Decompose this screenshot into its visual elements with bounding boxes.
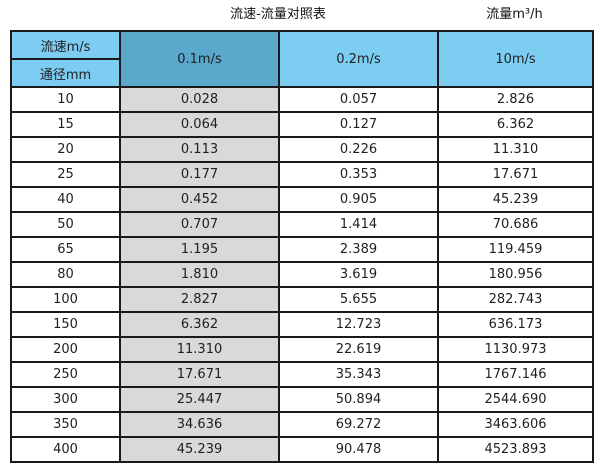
title-bar: 流速-流量对照表 流量m³/h: [0, 0, 600, 30]
diameter-cell: 150: [10, 311, 121, 338]
flow-value-10ms: 45.239: [437, 186, 594, 213]
header-velocity-label: 流速m/s: [10, 30, 121, 60]
table-row: 15 0.064 0.127 6.362: [10, 111, 594, 138]
table-row: 50 0.707 1.414 70.686: [10, 211, 594, 238]
flow-value-10ms: 11.310: [437, 136, 594, 163]
flow-value-10ms: 2.826: [437, 86, 594, 113]
flow-value-0-2ms: 12.723: [278, 311, 439, 338]
flow-value-0-2ms: 0.905: [278, 186, 439, 213]
flow-value-0-1ms: 0.064: [119, 111, 280, 138]
flow-value-10ms: 3463.606: [437, 411, 594, 438]
flow-value-0-1ms: 1.810: [119, 261, 280, 288]
flow-value-10ms: 180.956: [437, 261, 594, 288]
flow-unit-label: 流量m³/h: [486, 7, 543, 22]
table-row: 350 34.636 69.272 3463.606: [10, 411, 594, 438]
flow-value-0-1ms: 2.827: [119, 286, 280, 313]
table-row: 300 25.447 50.894 2544.690: [10, 386, 594, 413]
table-row: 65 1.195 2.389 119.459: [10, 236, 594, 263]
table-row: 10 0.028 0.057 2.826: [10, 86, 594, 113]
table-body: 10 0.028 0.057 2.826 15 0.064 0.127 6.362 20 0.11…: [10, 86, 594, 463]
flow-value-10ms: 2544.690: [437, 386, 594, 413]
flow-value-10ms: 119.459: [437, 236, 594, 263]
diameter-cell: 15: [10, 111, 121, 138]
flow-value-0-1ms: 6.362: [119, 311, 280, 338]
flow-value-0-2ms: 0.057: [278, 86, 439, 113]
table-title: 流速-流量对照表: [230, 7, 326, 22]
flow-value-10ms: 1130.973: [437, 336, 594, 363]
table-row: 25 0.177 0.353 17.671: [10, 161, 594, 188]
table-row: 200 11.310 22.619 1130.973: [10, 336, 594, 363]
diameter-cell: 40: [10, 186, 121, 213]
flow-value-0-2ms: 90.478: [278, 436, 439, 463]
flow-value-0-2ms: 35.343: [278, 361, 439, 388]
flow-value-0-1ms: 45.239: [119, 436, 280, 463]
flow-value-0-1ms: 1.195: [119, 236, 280, 263]
flow-value-0-1ms: 0.707: [119, 211, 280, 238]
diameter-cell: 350: [10, 411, 121, 438]
diameter-cell: 100: [10, 286, 121, 313]
diameter-cell: 65: [10, 236, 121, 263]
table-row: 150 6.362 12.723 636.173: [10, 311, 594, 338]
flow-value-0-2ms: 0.226: [278, 136, 439, 163]
flow-value-0-2ms: 50.894: [278, 386, 439, 413]
flow-value-0-1ms: 34.636: [119, 411, 280, 438]
flow-value-0-2ms: 0.353: [278, 161, 439, 188]
flow-value-0-2ms: 5.655: [278, 286, 439, 313]
header-column-10ms: 10m/s: [437, 30, 594, 88]
table-row: 250 17.671 35.343 1767.146: [10, 361, 594, 388]
diameter-cell: 250: [10, 361, 121, 388]
diameter-cell: 50: [10, 211, 121, 238]
flow-value-0-2ms: 0.127: [278, 111, 439, 138]
flow-value-0-1ms: 0.028: [119, 86, 280, 113]
flow-value-0-2ms: 1.414: [278, 211, 439, 238]
flow-rate-table: 流速m/s 0.1m/s 0.2m/s 10m/s 通径mm 10 0.028 0.…: [10, 30, 594, 463]
flow-value-10ms: 6.362: [437, 111, 594, 138]
diameter-cell: 10: [10, 86, 121, 113]
flow-value-0-1ms: 25.447: [119, 386, 280, 413]
diameter-cell: 20: [10, 136, 121, 163]
flow-value-0-2ms: 22.619: [278, 336, 439, 363]
flow-value-0-2ms: 3.619: [278, 261, 439, 288]
flow-value-0-2ms: 2.389: [278, 236, 439, 263]
flow-value-10ms: 636.173: [437, 311, 594, 338]
diameter-cell: 25: [10, 161, 121, 188]
flow-value-0-1ms: 0.452: [119, 186, 280, 213]
table-row: 80 1.810 3.619 180.956: [10, 261, 594, 288]
flow-value-10ms: 17.671: [437, 161, 594, 188]
diameter-cell: 300: [10, 386, 121, 413]
header-column-0-2ms: 0.2m/s: [278, 30, 439, 88]
flow-value-0-1ms: 0.177: [119, 161, 280, 188]
flow-value-10ms: 282.743: [437, 286, 594, 313]
table-header: 流速m/s 0.1m/s 0.2m/s 10m/s 通径mm: [10, 30, 594, 88]
flow-value-10ms: 70.686: [437, 211, 594, 238]
diameter-cell: 400: [10, 436, 121, 463]
table-row: 100 2.827 5.655 282.743: [10, 286, 594, 313]
flow-value-10ms: 4523.893: [437, 436, 594, 463]
flow-value-0-2ms: 69.272: [278, 411, 439, 438]
header-row-velocity: 流速m/s 0.1m/s 0.2m/s 10m/s: [10, 30, 594, 88]
diameter-cell: 200: [10, 336, 121, 363]
flow-value-0-1ms: 0.113: [119, 136, 280, 163]
table-row: 40 0.452 0.905 45.239: [10, 186, 594, 213]
header-diameter-label: 通径mm: [10, 58, 121, 88]
diameter-cell: 80: [10, 261, 121, 288]
table-row: 400 45.239 90.478 4523.893: [10, 436, 594, 463]
flow-value-0-1ms: 11.310: [119, 336, 280, 363]
flow-value-10ms: 1767.146: [437, 361, 594, 388]
header-column-0-1ms: 0.1m/s: [119, 30, 280, 88]
flow-value-0-1ms: 17.671: [119, 361, 280, 388]
table-row: 20 0.113 0.226 11.310: [10, 136, 594, 163]
header-row-diameter: 通径mm: [10, 58, 593, 88]
